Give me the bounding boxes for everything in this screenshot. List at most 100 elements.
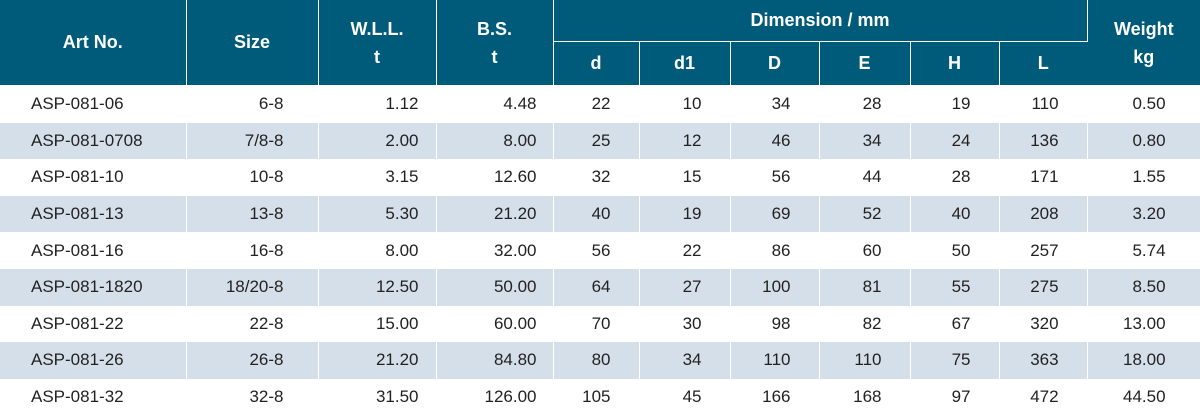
- cell-weight: 18.00: [1087, 342, 1200, 379]
- cell-d1: 30: [639, 306, 730, 343]
- header-size: Size: [186, 0, 318, 86]
- cell-H: 40: [910, 196, 999, 233]
- cell-D: 69: [730, 196, 819, 233]
- cell-wll: 12.50: [318, 269, 436, 306]
- cell-d: 22: [553, 86, 639, 123]
- cell-weight: 44.50: [1087, 379, 1200, 415]
- header-weight-unit: kg: [1088, 46, 1200, 68]
- cell-size: 18/20-8: [186, 269, 318, 306]
- cell-H: 75: [910, 342, 999, 379]
- cell-size: 22-8: [186, 306, 318, 343]
- cell-art-no: ASP-081-13: [0, 196, 186, 233]
- cell-weight: 0.50: [1087, 86, 1200, 123]
- cell-size: 7/8-8: [186, 123, 318, 160]
- cell-H: 67: [910, 306, 999, 343]
- cell-d1: 10: [639, 86, 730, 123]
- header-dim-L: L: [999, 42, 1087, 86]
- cell-art-no: ASP-081-06: [0, 86, 186, 123]
- cell-bs: 50.00: [436, 269, 553, 306]
- cell-H: 97: [910, 379, 999, 415]
- cell-d: 70: [553, 306, 639, 343]
- cell-d: 80: [553, 342, 639, 379]
- cell-d1: 27: [639, 269, 730, 306]
- cell-wll: 3.15: [318, 159, 436, 196]
- header-bs-label: B.S.: [437, 18, 553, 40]
- header-dim-d: d: [553, 42, 639, 86]
- cell-H: 24: [910, 123, 999, 160]
- cell-d1: 34: [639, 342, 730, 379]
- cell-weight: 8.50: [1087, 269, 1200, 306]
- cell-bs: 4.48: [436, 86, 553, 123]
- cell-d: 56: [553, 232, 639, 269]
- cell-bs: 21.20: [436, 196, 553, 233]
- cell-L: 363: [999, 342, 1087, 379]
- cell-d: 32: [553, 159, 639, 196]
- header-wll-unit: t: [319, 46, 436, 68]
- cell-art-no: ASP-081-10: [0, 159, 186, 196]
- cell-D: 46: [730, 123, 819, 160]
- cell-H: 50: [910, 232, 999, 269]
- cell-d: 64: [553, 269, 639, 306]
- cell-L: 171: [999, 159, 1087, 196]
- cell-weight: 3.20: [1087, 196, 1200, 233]
- header-bs-unit: t: [437, 46, 553, 68]
- cell-bs: 32.00: [436, 232, 553, 269]
- cell-D: 166: [730, 379, 819, 415]
- cell-art-no: ASP-081-0708: [0, 123, 186, 160]
- cell-weight: 5.74: [1087, 232, 1200, 269]
- cell-art-no: ASP-081-16: [0, 232, 186, 269]
- header-dimension: Dimension / mm: [553, 0, 1087, 42]
- cell-L: 472: [999, 379, 1087, 415]
- cell-L: 136: [999, 123, 1087, 160]
- cell-L: 257: [999, 232, 1087, 269]
- cell-art-no: ASP-081-22: [0, 306, 186, 343]
- cell-E: 34: [819, 123, 910, 160]
- cell-E: 52: [819, 196, 910, 233]
- cell-wll: 21.20: [318, 342, 436, 379]
- cell-bs: 84.80: [436, 342, 553, 379]
- header-wll: W.L.L. t: [318, 0, 436, 86]
- cell-d1: 22: [639, 232, 730, 269]
- cell-size: 32-8: [186, 379, 318, 415]
- header-dim-H: H: [910, 42, 999, 86]
- header-dim-D: D: [730, 42, 819, 86]
- cell-d1: 45: [639, 379, 730, 415]
- cell-L: 110: [999, 86, 1087, 123]
- cell-E: 81: [819, 269, 910, 306]
- cell-D: 34: [730, 86, 819, 123]
- cell-D: 110: [730, 342, 819, 379]
- cell-bs: 126.00: [436, 379, 553, 415]
- cell-H: 19: [910, 86, 999, 123]
- cell-H: 28: [910, 159, 999, 196]
- cell-E: 60: [819, 232, 910, 269]
- cell-E: 28: [819, 86, 910, 123]
- header-dim-d1: d1: [639, 42, 730, 86]
- cell-H: 55: [910, 269, 999, 306]
- cell-weight: 0.80: [1087, 123, 1200, 160]
- cell-size: 13-8: [186, 196, 318, 233]
- cell-art-no: ASP-081-26: [0, 342, 186, 379]
- cell-wll: 2.00: [318, 123, 436, 160]
- cell-bs: 8.00: [436, 123, 553, 160]
- cell-size: 6-8: [186, 86, 318, 123]
- table-header: Art No. Size W.L.L. t B.S. t Dimension /…: [0, 0, 1200, 86]
- cell-E: 110: [819, 342, 910, 379]
- cell-bs: 12.60: [436, 159, 553, 196]
- cell-art-no: ASP-081-32: [0, 379, 186, 415]
- cell-L: 320: [999, 306, 1087, 343]
- cell-bs: 60.00: [436, 306, 553, 343]
- cell-wll: 31.50: [318, 379, 436, 415]
- cell-weight: 1.55: [1087, 159, 1200, 196]
- cell-wll: 15.00: [318, 306, 436, 343]
- header-weight: Weight kg: [1087, 0, 1200, 86]
